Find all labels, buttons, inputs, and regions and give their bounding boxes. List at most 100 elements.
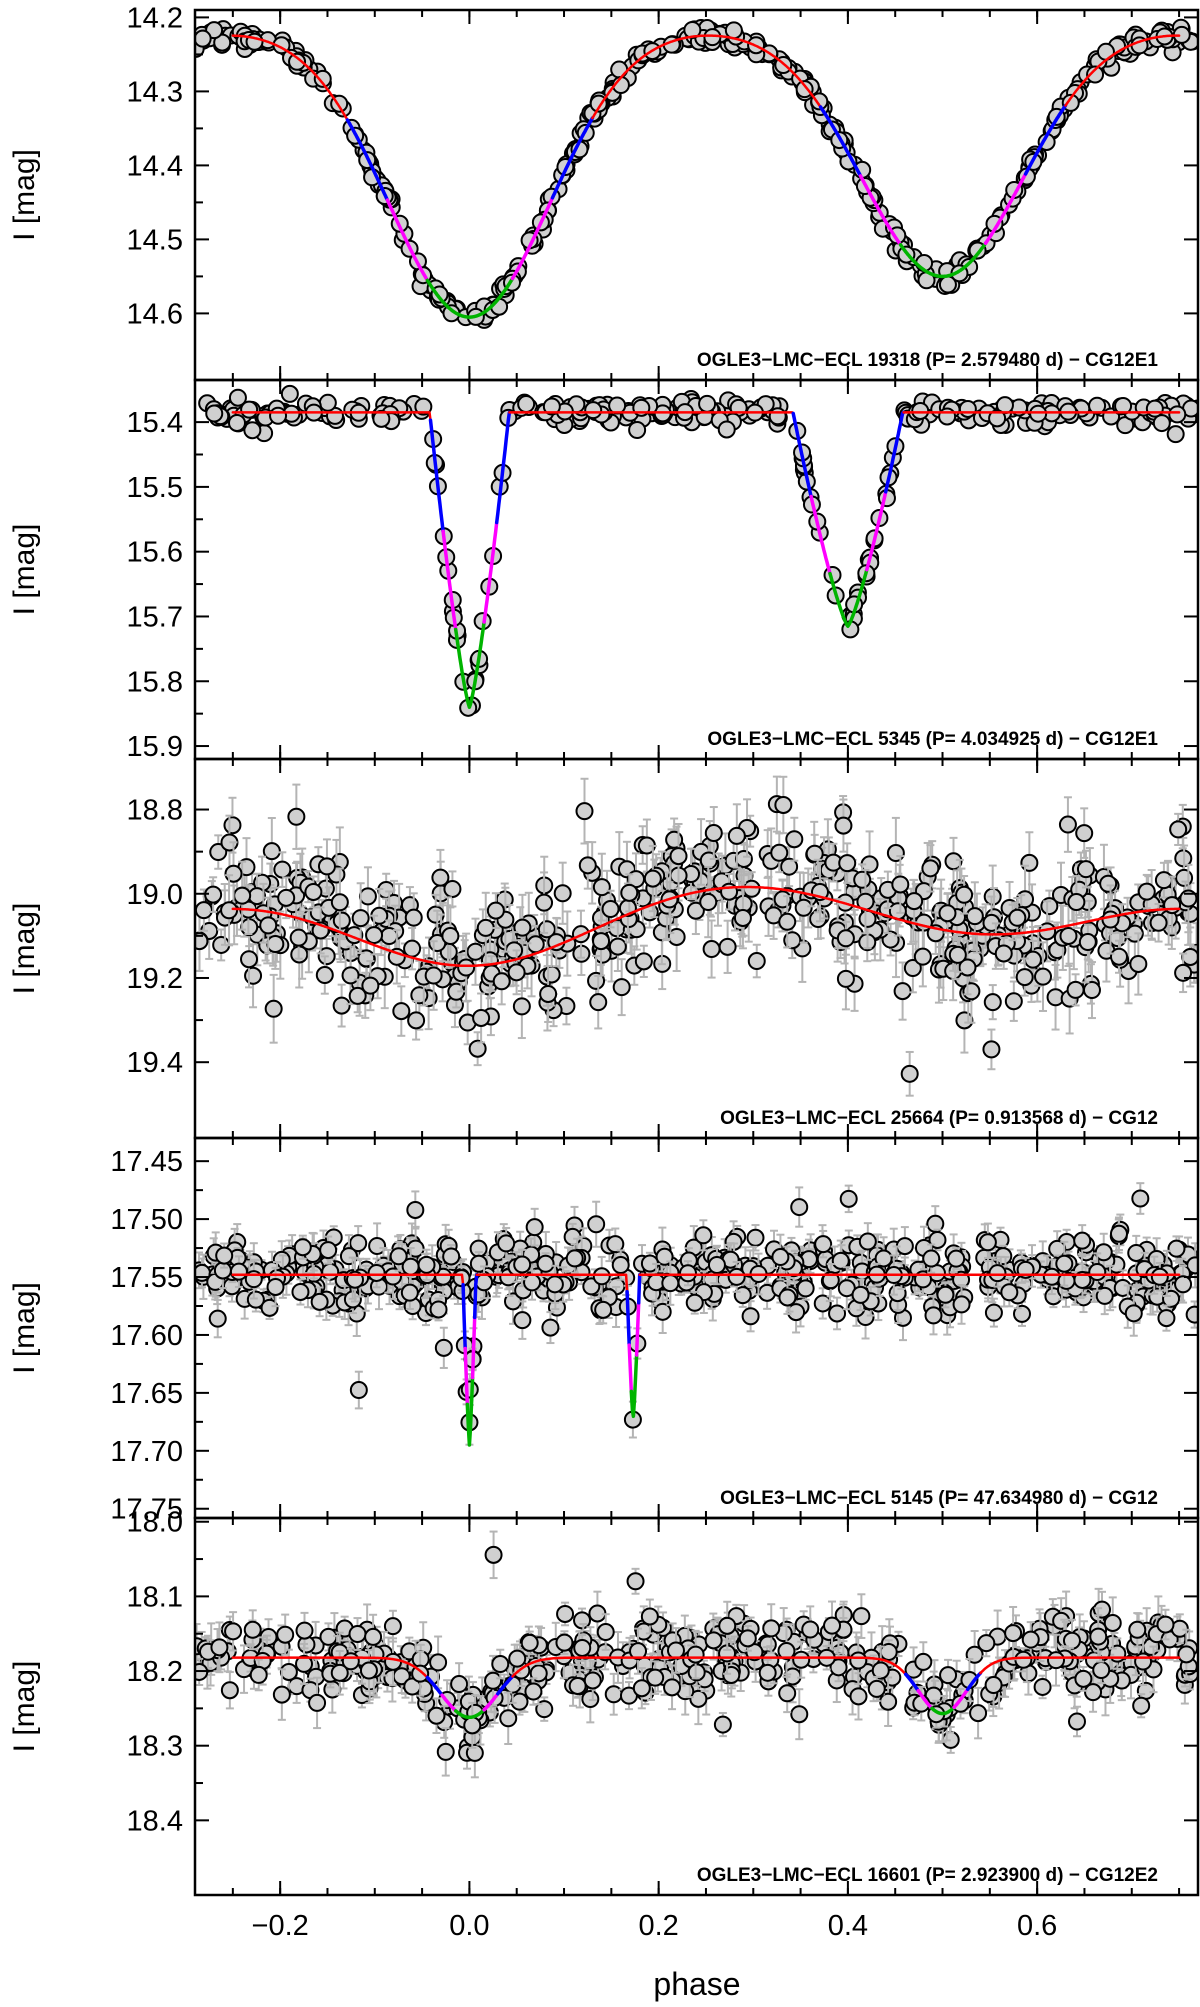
data-point — [1086, 65, 1105, 84]
data-point — [1181, 947, 1198, 966]
eclipse-fit-segment — [791, 411, 813, 499]
data-point — [288, 52, 307, 71]
data-point — [836, 969, 855, 988]
data-point — [269, 406, 288, 425]
data-point — [266, 935, 285, 954]
star-annotation: OGLE3−LMC−ECL 5345 (P= 4.034925 d) − CG1… — [707, 729, 1158, 750]
data-point — [264, 999, 283, 1018]
data-point — [1020, 853, 1039, 872]
data-point — [575, 802, 594, 821]
data-point — [838, 854, 857, 873]
data-point — [893, 982, 912, 1001]
fit-curve — [508, 411, 795, 415]
fit-curve — [231, 34, 349, 122]
data-point — [785, 830, 804, 849]
eclipse-fit-segment — [883, 410, 906, 494]
y-tick-label: 14.2 — [127, 2, 183, 34]
data-point — [228, 413, 247, 432]
eclipse-fit-segment — [865, 490, 888, 572]
data-point — [988, 409, 1007, 428]
y-tick-label: 14.5 — [127, 224, 183, 256]
data-point — [717, 420, 736, 439]
y-tick-label: 15.5 — [127, 472, 183, 504]
data-point — [542, 965, 561, 984]
data-point — [195, 29, 212, 48]
data-point — [332, 911, 351, 930]
data-point — [1015, 968, 1034, 987]
y-tick-label: 14.6 — [127, 298, 183, 330]
y-tick-label: 15.4 — [127, 407, 183, 439]
data-point — [610, 60, 629, 79]
data-point — [195, 932, 209, 951]
data-point — [628, 420, 647, 439]
data-point — [1129, 954, 1148, 973]
star-annotation: OGLE3−LMC−ECL 19318 (P= 2.579480 d) − CG… — [697, 350, 1159, 371]
eclipse-fit-segment — [809, 494, 832, 576]
panel-3: 18.819.019.219.4I [mag]OGLE3−LMC−ECL 256… — [8, 634, 1200, 1140]
data-point — [1174, 963, 1193, 982]
data-point — [1016, 890, 1035, 909]
eclipse-fit-segment — [425, 276, 515, 319]
panel-frame — [193, 378, 1200, 761]
data-point — [407, 1011, 426, 1030]
data-point — [243, 421, 262, 440]
data-point — [431, 868, 450, 887]
data-point — [1154, 871, 1173, 890]
data-point — [589, 993, 608, 1012]
data-point — [805, 844, 824, 863]
data-point — [1061, 93, 1080, 112]
data-point — [512, 997, 531, 1016]
data-point — [351, 909, 370, 928]
eclipse-fit-segment — [898, 241, 988, 279]
data-point — [195, 901, 213, 920]
data-point — [1145, 399, 1164, 418]
data-point — [513, 918, 532, 937]
data-point — [983, 993, 1002, 1012]
data-point — [1023, 950, 1042, 969]
data-point — [542, 397, 561, 416]
data-point — [1166, 425, 1185, 444]
data-point — [768, 407, 787, 426]
data-point — [1099, 874, 1118, 893]
data-point — [795, 80, 814, 99]
data-point — [476, 918, 495, 937]
data-point — [778, 912, 797, 931]
data-point — [1066, 980, 1085, 999]
data-point — [347, 634, 363, 650]
panel-1: 14.2 14.3 14.4 14.5 14.6 I [mag] OGLE3−LMC−ECL… — [8, 2, 1200, 382]
data-point — [958, 958, 977, 977]
data-point — [938, 407, 957, 426]
data-point — [1175, 868, 1194, 887]
data-point — [1109, 947, 1128, 966]
eclipse-fit-segment — [818, 105, 863, 178]
y-tick-label: 15.9 — [127, 731, 183, 763]
data-point — [213, 33, 232, 52]
eclipse-fit-segment — [1023, 103, 1068, 176]
data-point — [982, 1040, 1001, 1059]
data-point — [724, 21, 743, 40]
data-point — [836, 929, 855, 948]
y-axis-label: I [mag] — [8, 149, 41, 241]
data-point — [526, 935, 545, 954]
data-point — [578, 856, 597, 875]
data-point — [634, 952, 653, 971]
eclipse-fit-segment — [983, 172, 1028, 245]
data-point — [702, 940, 721, 959]
eclipse-fit-segment — [494, 410, 512, 525]
data-point — [341, 966, 360, 985]
data-point — [1114, 396, 1133, 415]
data-point — [539, 984, 558, 1003]
data-point — [517, 395, 536, 414]
data-point — [553, 884, 572, 903]
data-point — [592, 932, 611, 951]
data-point — [205, 404, 224, 423]
data-point — [734, 849, 753, 868]
data-point — [209, 843, 228, 862]
y-tick-label: 15.7 — [127, 601, 183, 633]
data-point — [608, 396, 627, 415]
data-point — [358, 887, 377, 906]
fit-curve — [591, 34, 822, 120]
data-point — [361, 976, 380, 995]
data-point — [1082, 981, 1101, 1000]
